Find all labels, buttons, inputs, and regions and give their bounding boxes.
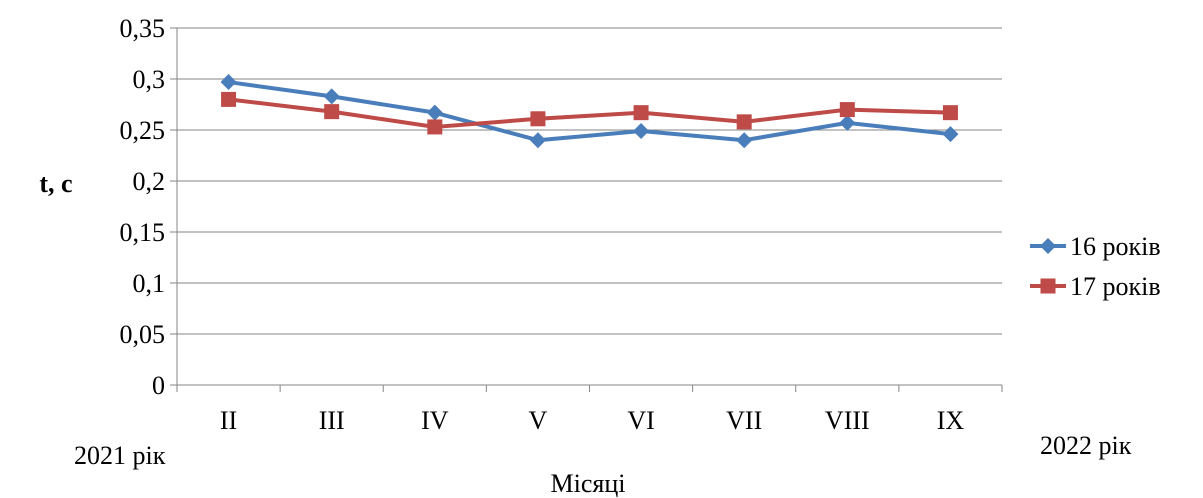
data-point-diamond — [736, 132, 753, 149]
x-tick-label: V — [529, 406, 548, 435]
x-start-year-note: 2021 рік — [74, 441, 166, 470]
x-tick-label: IX — [937, 406, 965, 435]
data-point-diamond — [633, 123, 650, 140]
y-tick-labels: 0 0,05 0,1 0,15 0,2 0,25 0,3 0,35 — [120, 14, 166, 400]
series — [220, 74, 959, 149]
y-tick-label: 0,35 — [120, 14, 166, 43]
data-point-diamond — [942, 126, 959, 143]
data-point-diamond — [839, 114, 856, 131]
data-point-square — [530, 111, 546, 127]
x-end-year-note: 2022 рік — [1040, 431, 1132, 460]
y-tick-label: 0,2 — [133, 167, 166, 196]
series-2 — [221, 91, 958, 135]
data-point-square — [1040, 278, 1056, 294]
x-tick-label: II — [220, 406, 237, 435]
data-point-diamond — [220, 74, 237, 91]
y-tick-label: 0,3 — [133, 65, 166, 94]
series-1 — [220, 74, 959, 149]
data-point-square — [221, 91, 237, 107]
series-line — [228, 80, 951, 143]
gridlines — [177, 27, 1002, 335]
data-point-diamond — [1040, 238, 1056, 254]
y-tick-label: 0,1 — [133, 269, 166, 298]
legend-item: 17 років — [1030, 272, 1161, 301]
data-point-diamond — [529, 132, 546, 149]
legend: 16 років 17 років — [1030, 232, 1161, 301]
data-point-square — [942, 105, 958, 121]
data-point-square — [324, 104, 340, 120]
x-tick-label: VII — [726, 406, 762, 435]
y-tick-label: 0,05 — [120, 320, 166, 349]
axes — [170, 27, 1003, 392]
y-axis-label: t, c — [39, 169, 72, 198]
data-point-diamond — [323, 88, 340, 105]
series-line — [228, 97, 951, 129]
data-point-square — [427, 119, 443, 135]
data-point-diamond — [426, 104, 443, 121]
legend-item: 16 років — [1030, 232, 1161, 261]
y-tick-label: 0,25 — [120, 116, 166, 145]
x-tick-label: VI — [627, 406, 654, 435]
x-tick-label: III — [319, 406, 345, 435]
y-tick-label: 0 — [152, 371, 165, 400]
legend-label: 17 років — [1070, 272, 1161, 301]
x-axis-label: Місяці — [551, 469, 626, 498]
x-tick-labels: II III IV V VI VII VIII IX — [220, 406, 964, 435]
data-point-square — [736, 114, 752, 130]
y-tick-label: 0,15 — [120, 218, 166, 247]
x-tick-label: IV — [421, 406, 449, 435]
data-point-square — [633, 105, 649, 121]
data-point-square — [839, 102, 855, 118]
legend-label: 16 років — [1070, 232, 1161, 261]
x-tick-label: VIII — [825, 406, 870, 435]
